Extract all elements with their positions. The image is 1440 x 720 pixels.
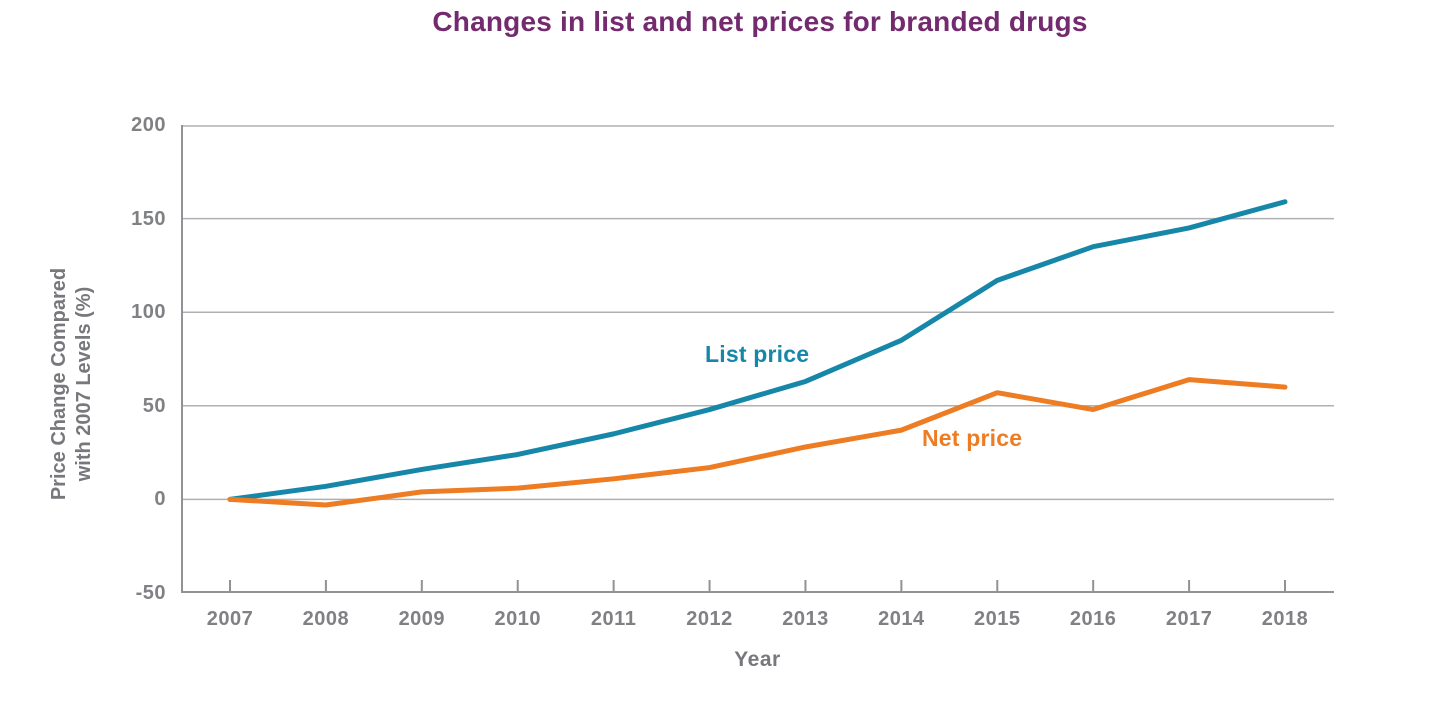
page-title: Changes in list and net prices for brand… <box>432 6 1088 37</box>
x-tick-label: 2014 <box>878 608 925 630</box>
y-tick-label: 50 <box>142 394 166 417</box>
y-tick-label: 0 <box>154 488 166 511</box>
x-tick-label: 2007 <box>206 608 254 630</box>
x-tick-label: 2009 <box>398 608 446 630</box>
series-label-net-price: Net price <box>922 425 1023 451</box>
x-tick-label: 2016 <box>1069 608 1117 630</box>
x-tick-label: 2018 <box>1261 608 1309 630</box>
series-label-list-price: List price <box>705 341 810 367</box>
x-tick-label: 2012 <box>686 608 733 630</box>
x-tick-label: 2008 <box>302 608 350 630</box>
x-axis-title: Year <box>734 648 781 671</box>
line-series-list-price <box>227 199 1288 502</box>
x-tick-label: 2011 <box>590 608 637 630</box>
plot-svg <box>181 125 1334 593</box>
y-tick-label: 200 <box>131 114 166 136</box>
line-series-net-price <box>227 377 1288 508</box>
x-tick-label: 2015 <box>974 608 1021 630</box>
y-tick-label: -50 <box>135 582 166 604</box>
x-tick-label: 2010 <box>494 608 541 630</box>
y-tick-label: 100 <box>131 301 166 324</box>
x-tick-label: 2013 <box>782 608 829 630</box>
y-tick-label: 150 <box>131 207 166 230</box>
x-tick-label: 2017 <box>1165 608 1213 630</box>
